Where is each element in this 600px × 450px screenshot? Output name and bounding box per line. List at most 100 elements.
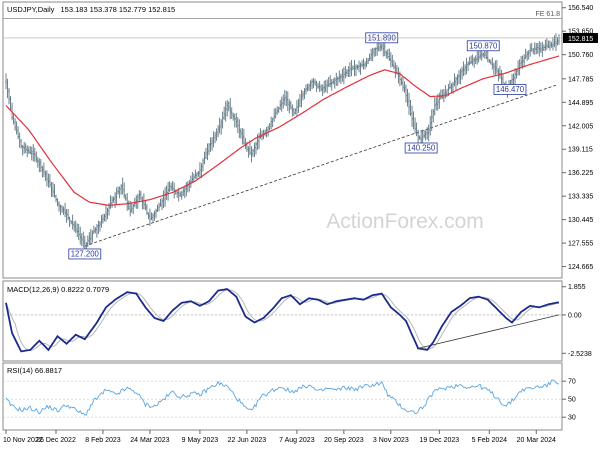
price-bar [526,50,528,61]
price-y-tick-label: 153.650 [568,29,593,36]
support-trendline [84,84,557,247]
price-bar [512,73,515,85]
price-bar [535,43,538,55]
x-tick-label: 7 Aug 2023 [279,437,315,444]
price-bar [247,146,250,158]
moving-average-series [5,55,560,207]
rsi-panel-frame [2,362,563,431]
price-bar [303,88,306,100]
price-bar [52,182,54,198]
price-bar [112,196,115,203]
price-bar [76,223,79,238]
price-y-tick-label: 124.665 [568,264,593,271]
price-bar [355,64,357,76]
price-bar [93,225,95,234]
price-bar [291,104,294,117]
price-bar [238,119,241,139]
price-y-tick-label: 142.005 [568,123,593,130]
price-bar [533,42,536,55]
price-bar [544,39,547,52]
price-bar [141,196,144,210]
price-bar [312,78,315,89]
price-bar [38,158,41,173]
macd-y-axis: 1.855 0.00 -2.5238 [562,284,592,358]
price-trendline [84,84,557,247]
price-y-tick-label: 156.540 [568,5,593,12]
price-bar [229,98,232,120]
price-bar [211,137,213,151]
price-bar [280,96,283,112]
price-bar [338,70,341,83]
price-bar [252,148,254,157]
price-bar [455,76,457,91]
price-bar [111,196,113,208]
price-bar [359,62,362,75]
price-bar [543,44,545,51]
price-bar [373,47,375,57]
price-bar [527,50,530,60]
x-tick-label: 26 Dec 2022 [36,437,76,444]
price-bar [474,55,477,65]
price-bar [80,233,83,247]
price-bar [465,57,468,75]
price-bar [15,121,18,135]
price-bar [123,182,125,199]
rsi-y-tick-label: 50 [568,397,576,404]
rsi-y-tick-label: 70 [568,379,576,386]
price-bar [377,42,380,52]
price-bar [470,55,472,64]
price-bar [40,159,42,173]
macd-trendline [418,314,560,349]
price-bar [59,204,62,216]
price-bar [223,106,225,120]
price-bar [400,77,403,86]
x-tick-label: 20 Mar 2024 [517,437,556,444]
price-bar [130,202,133,213]
price-label: 140.250 [404,142,438,154]
price-bar [46,170,48,187]
price-panel-title: USDJPY,Daily 153.183 153.378 152.779 152… [7,5,175,14]
price-bar [349,62,351,78]
price-bar [71,214,74,230]
price-bar [199,162,201,178]
price-bar [308,83,310,92]
price-bar [241,127,244,145]
price-bar [220,119,222,135]
price-bar [283,89,286,106]
price-bar [520,55,522,68]
price-bar [244,137,247,150]
price-bar [435,97,438,111]
price-bar [88,232,91,245]
price-bar [430,109,433,131]
price-bar [550,41,553,48]
price-bar [90,228,92,246]
price-bar [418,135,421,140]
price-bar [299,93,301,108]
price-bar [140,190,142,200]
price-bar [414,117,416,134]
price-bar [94,227,97,234]
price-bar [473,57,475,68]
price-bar [29,145,32,155]
price-bar [61,205,63,213]
price-bar [394,62,397,79]
price-bar [82,231,85,248]
price-bar [368,53,371,61]
price-bar [411,105,413,127]
price-bar [358,60,360,73]
x-tick-label: 10 Nov 2022 [3,437,43,444]
price-bar [449,80,451,90]
price-bar [402,75,404,92]
price-bar [405,84,407,103]
price-bar [515,69,518,79]
price-bar [224,101,227,122]
price-y-tick-label: 147.785 [568,76,593,83]
price-bar [285,90,288,107]
price-bar [96,224,98,238]
price-bar [433,97,436,116]
x-tick-label: 19 Dec 2023 [419,437,459,444]
price-bar [536,42,539,54]
price-y-tick-label: 139.115 [568,147,593,154]
price-bar [417,129,419,144]
price-bar [208,143,210,156]
